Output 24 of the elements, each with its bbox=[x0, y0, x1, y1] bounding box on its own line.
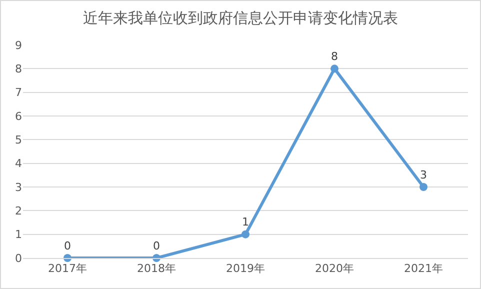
chart-title: 近年来我单位收到政府信息公开申请变化情况表 bbox=[83, 8, 398, 27]
point bbox=[420, 183, 428, 191]
y-tick-label: 9 bbox=[15, 38, 22, 52]
y-tick-label: 0 bbox=[15, 252, 22, 265]
y-tick-label: 1 bbox=[15, 228, 22, 242]
y-tick-label: 5 bbox=[15, 134, 22, 147]
y-tick-label: 6 bbox=[15, 110, 22, 123]
x-tick-label: 2020年 bbox=[315, 262, 354, 276]
data-label: 0 bbox=[153, 239, 160, 252]
data-label: 1 bbox=[242, 216, 249, 229]
data-label: 3 bbox=[420, 168, 427, 182]
x-tick-label: 2017年 bbox=[48, 262, 87, 276]
y-tick-label: 2 bbox=[15, 204, 22, 218]
point bbox=[242, 230, 250, 238]
x-tick-label: 2019年 bbox=[226, 262, 265, 276]
y-tick-label: 8 bbox=[15, 62, 22, 76]
y-tick-label: 4 bbox=[15, 157, 22, 170]
data-label: 0 bbox=[64, 239, 71, 252]
y-tick-label: 3 bbox=[15, 180, 22, 194]
data-label: 8 bbox=[331, 50, 338, 63]
x-tick-label: 2021年 bbox=[404, 262, 443, 276]
x-tick-label: 2018年 bbox=[137, 262, 176, 276]
point bbox=[330, 64, 338, 73]
y-tick-label: 7 bbox=[15, 86, 22, 100]
